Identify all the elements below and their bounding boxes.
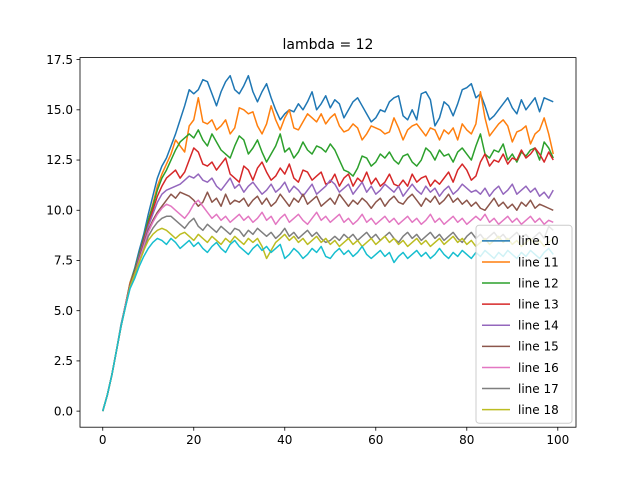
chart-title: lambda = 12 [283,37,374,53]
x-tick-label: 100 [546,433,569,447]
series-line-3 [102,129,554,412]
legend-box [475,224,573,424]
legend-label: line 17 [518,382,559,396]
series-line-6 [102,191,554,412]
y-tick-label: 17.5 [46,53,73,67]
x-tick-label: 0 [99,433,107,447]
legend-label: line 12 [518,276,559,290]
y-tick-label: 7.5 [54,254,73,268]
y-tick-label: 15.0 [46,103,73,117]
series-line-5 [102,173,554,412]
axes [79,57,577,428]
y-tick-label: 0.0 [54,404,73,418]
y-tick-label: 5.0 [54,304,73,318]
legend: line 10 line 11 line 12 line 13 line 14 line … [475,224,573,424]
legend-label: line 16 [518,361,559,375]
x-tick-label: 60 [368,433,383,447]
series-line-2 [102,91,554,412]
x-tick-label: 40 [277,433,292,447]
legend-label: line 11 [518,255,559,269]
axes-frame [79,57,577,428]
y-tick-label: 10.0 [46,203,73,217]
legend-label: line 10 [518,234,559,248]
legend-label: line 14 [518,319,559,333]
y-tick-label: 2.5 [54,354,73,368]
series-line-1 [102,74,554,412]
tick-marks: 0 20 40 60 80 100 0.0 2.5 5.0 7.5 10.0 12.5 15.0 17.5 [46,53,569,447]
x-tick-label: 20 [186,433,201,447]
x-tick-label: 80 [459,433,474,447]
y-tick-label: 12.5 [46,153,73,167]
legend-label: line 13 [518,297,559,311]
legend-label: line 18 [518,403,559,417]
series-line-7 [102,199,554,412]
legend-label: line 15 [518,340,559,354]
